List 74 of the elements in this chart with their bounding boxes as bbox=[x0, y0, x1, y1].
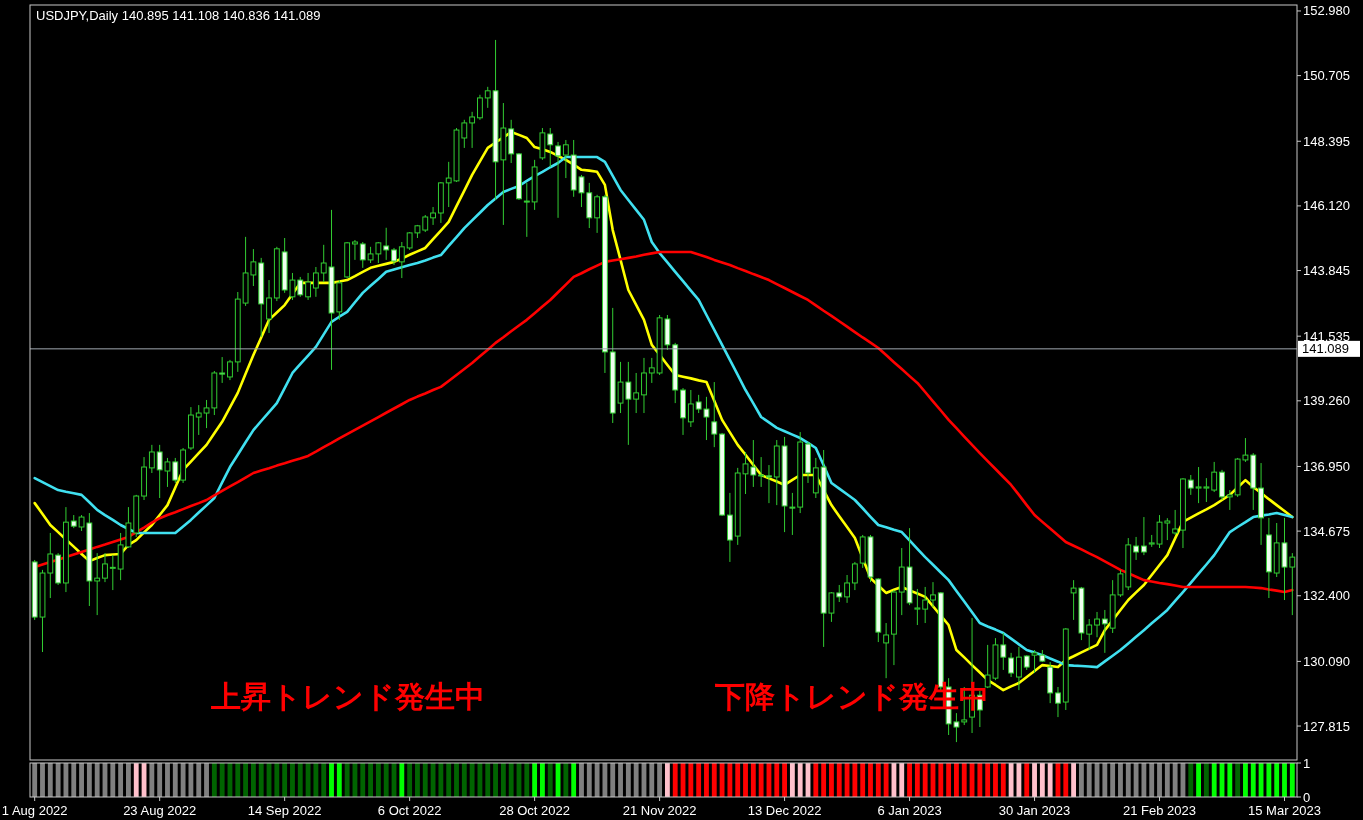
x-tick-label: 15 Mar 2023 bbox=[1248, 803, 1321, 818]
x-tick-label: 21 Nov 2022 bbox=[622, 803, 697, 818]
y-tick-label: 146.120 bbox=[1303, 198, 1350, 214]
x-tick-label: 28 Oct 2022 bbox=[499, 803, 571, 818]
y-tick-label: 127.815 bbox=[1303, 718, 1350, 734]
candlestick bbox=[547, 127, 554, 168]
y-tick-label: 148.395 bbox=[1303, 133, 1350, 149]
candlestick bbox=[1226, 489, 1233, 511]
candlestick bbox=[94, 552, 101, 616]
annotation: 上昇トレンド発生中 bbox=[210, 680, 486, 714]
candlestick bbox=[312, 266, 319, 298]
candlestick bbox=[851, 561, 858, 591]
candlestick bbox=[766, 464, 772, 504]
candlestick bbox=[430, 206, 436, 226]
candlestick bbox=[1015, 646, 1022, 691]
candlestick bbox=[1101, 609, 1108, 654]
candlestick bbox=[1172, 509, 1179, 536]
candlestick bbox=[922, 586, 929, 624]
candlestick bbox=[914, 588, 921, 626]
candlestick bbox=[305, 272, 312, 301]
y-tick-label: 132.400 bbox=[1303, 588, 1350, 604]
x-tick-label: 21 Feb 2023 bbox=[1123, 803, 1197, 818]
ref-line-label: 141.089 bbox=[1302, 341, 1349, 357]
candlestick bbox=[844, 574, 850, 604]
candlestick bbox=[523, 182, 530, 238]
x-tick-label: 1 Aug 2022 bbox=[1, 803, 68, 818]
y-tick-label: 143.845 bbox=[1303, 263, 1350, 279]
candlestick bbox=[758, 456, 765, 488]
y-tick-label: 141.535 bbox=[1303, 328, 1350, 344]
y-tick-label: 150.705 bbox=[1303, 68, 1350, 84]
x-tick-label: 6 Oct 2022 bbox=[377, 803, 442, 818]
candlestick bbox=[359, 241, 366, 269]
candlestick bbox=[883, 622, 890, 679]
candlestick bbox=[398, 241, 405, 279]
x-tick-label: 23 Aug 2022 bbox=[123, 803, 197, 818]
candlestick bbox=[266, 279, 272, 334]
candlestick bbox=[930, 581, 936, 608]
candlestick bbox=[102, 552, 108, 583]
candlestick bbox=[219, 356, 226, 384]
y-tick-label: 136.950 bbox=[1303, 458, 1350, 474]
candlestick bbox=[1055, 686, 1061, 718]
candlestick bbox=[469, 111, 476, 149]
y-tick-label: 0 bbox=[1303, 789, 1311, 805]
candlestick bbox=[1094, 611, 1100, 638]
y-tick-label: 139.260 bbox=[1303, 393, 1350, 409]
x-tick-label: 30 Jan 2023 bbox=[998, 803, 1071, 818]
candlestick bbox=[109, 554, 116, 591]
candlestick bbox=[555, 141, 561, 219]
candlestick bbox=[1211, 461, 1218, 493]
candlestick bbox=[1008, 652, 1015, 678]
candlestick bbox=[148, 444, 155, 474]
y-tick-label: 152.980 bbox=[1303, 3, 1350, 19]
candlestick bbox=[687, 389, 694, 428]
candlestick bbox=[711, 381, 718, 448]
candlestick bbox=[383, 227, 390, 261]
candlestick bbox=[1187, 474, 1194, 496]
candlestick bbox=[562, 139, 569, 179]
x-tick-label: 13 Dec 2022 bbox=[747, 803, 822, 818]
candlestick bbox=[641, 357, 647, 414]
x-tick-label: 14 Sep 2022 bbox=[247, 803, 322, 818]
chart-title: USDJPY,Daily 140.895 141.108 140.836 141.089 bbox=[36, 8, 321, 23]
candlestick bbox=[633, 372, 640, 414]
candlestick bbox=[477, 94, 483, 121]
candlestick bbox=[594, 194, 601, 234]
candlestick bbox=[1086, 618, 1093, 651]
candlestick bbox=[352, 239, 358, 261]
candlestick bbox=[1140, 516, 1147, 556]
candlestick bbox=[1133, 536, 1139, 561]
y-tick-label: 130.090 bbox=[1303, 653, 1350, 669]
y-tick-label: 1 bbox=[1303, 755, 1311, 771]
y-tick-label: 134.675 bbox=[1303, 523, 1350, 539]
candlestick bbox=[227, 359, 233, 381]
x-tick-label: 6 Jan 2023 bbox=[877, 803, 942, 818]
candlestick bbox=[648, 357, 655, 384]
